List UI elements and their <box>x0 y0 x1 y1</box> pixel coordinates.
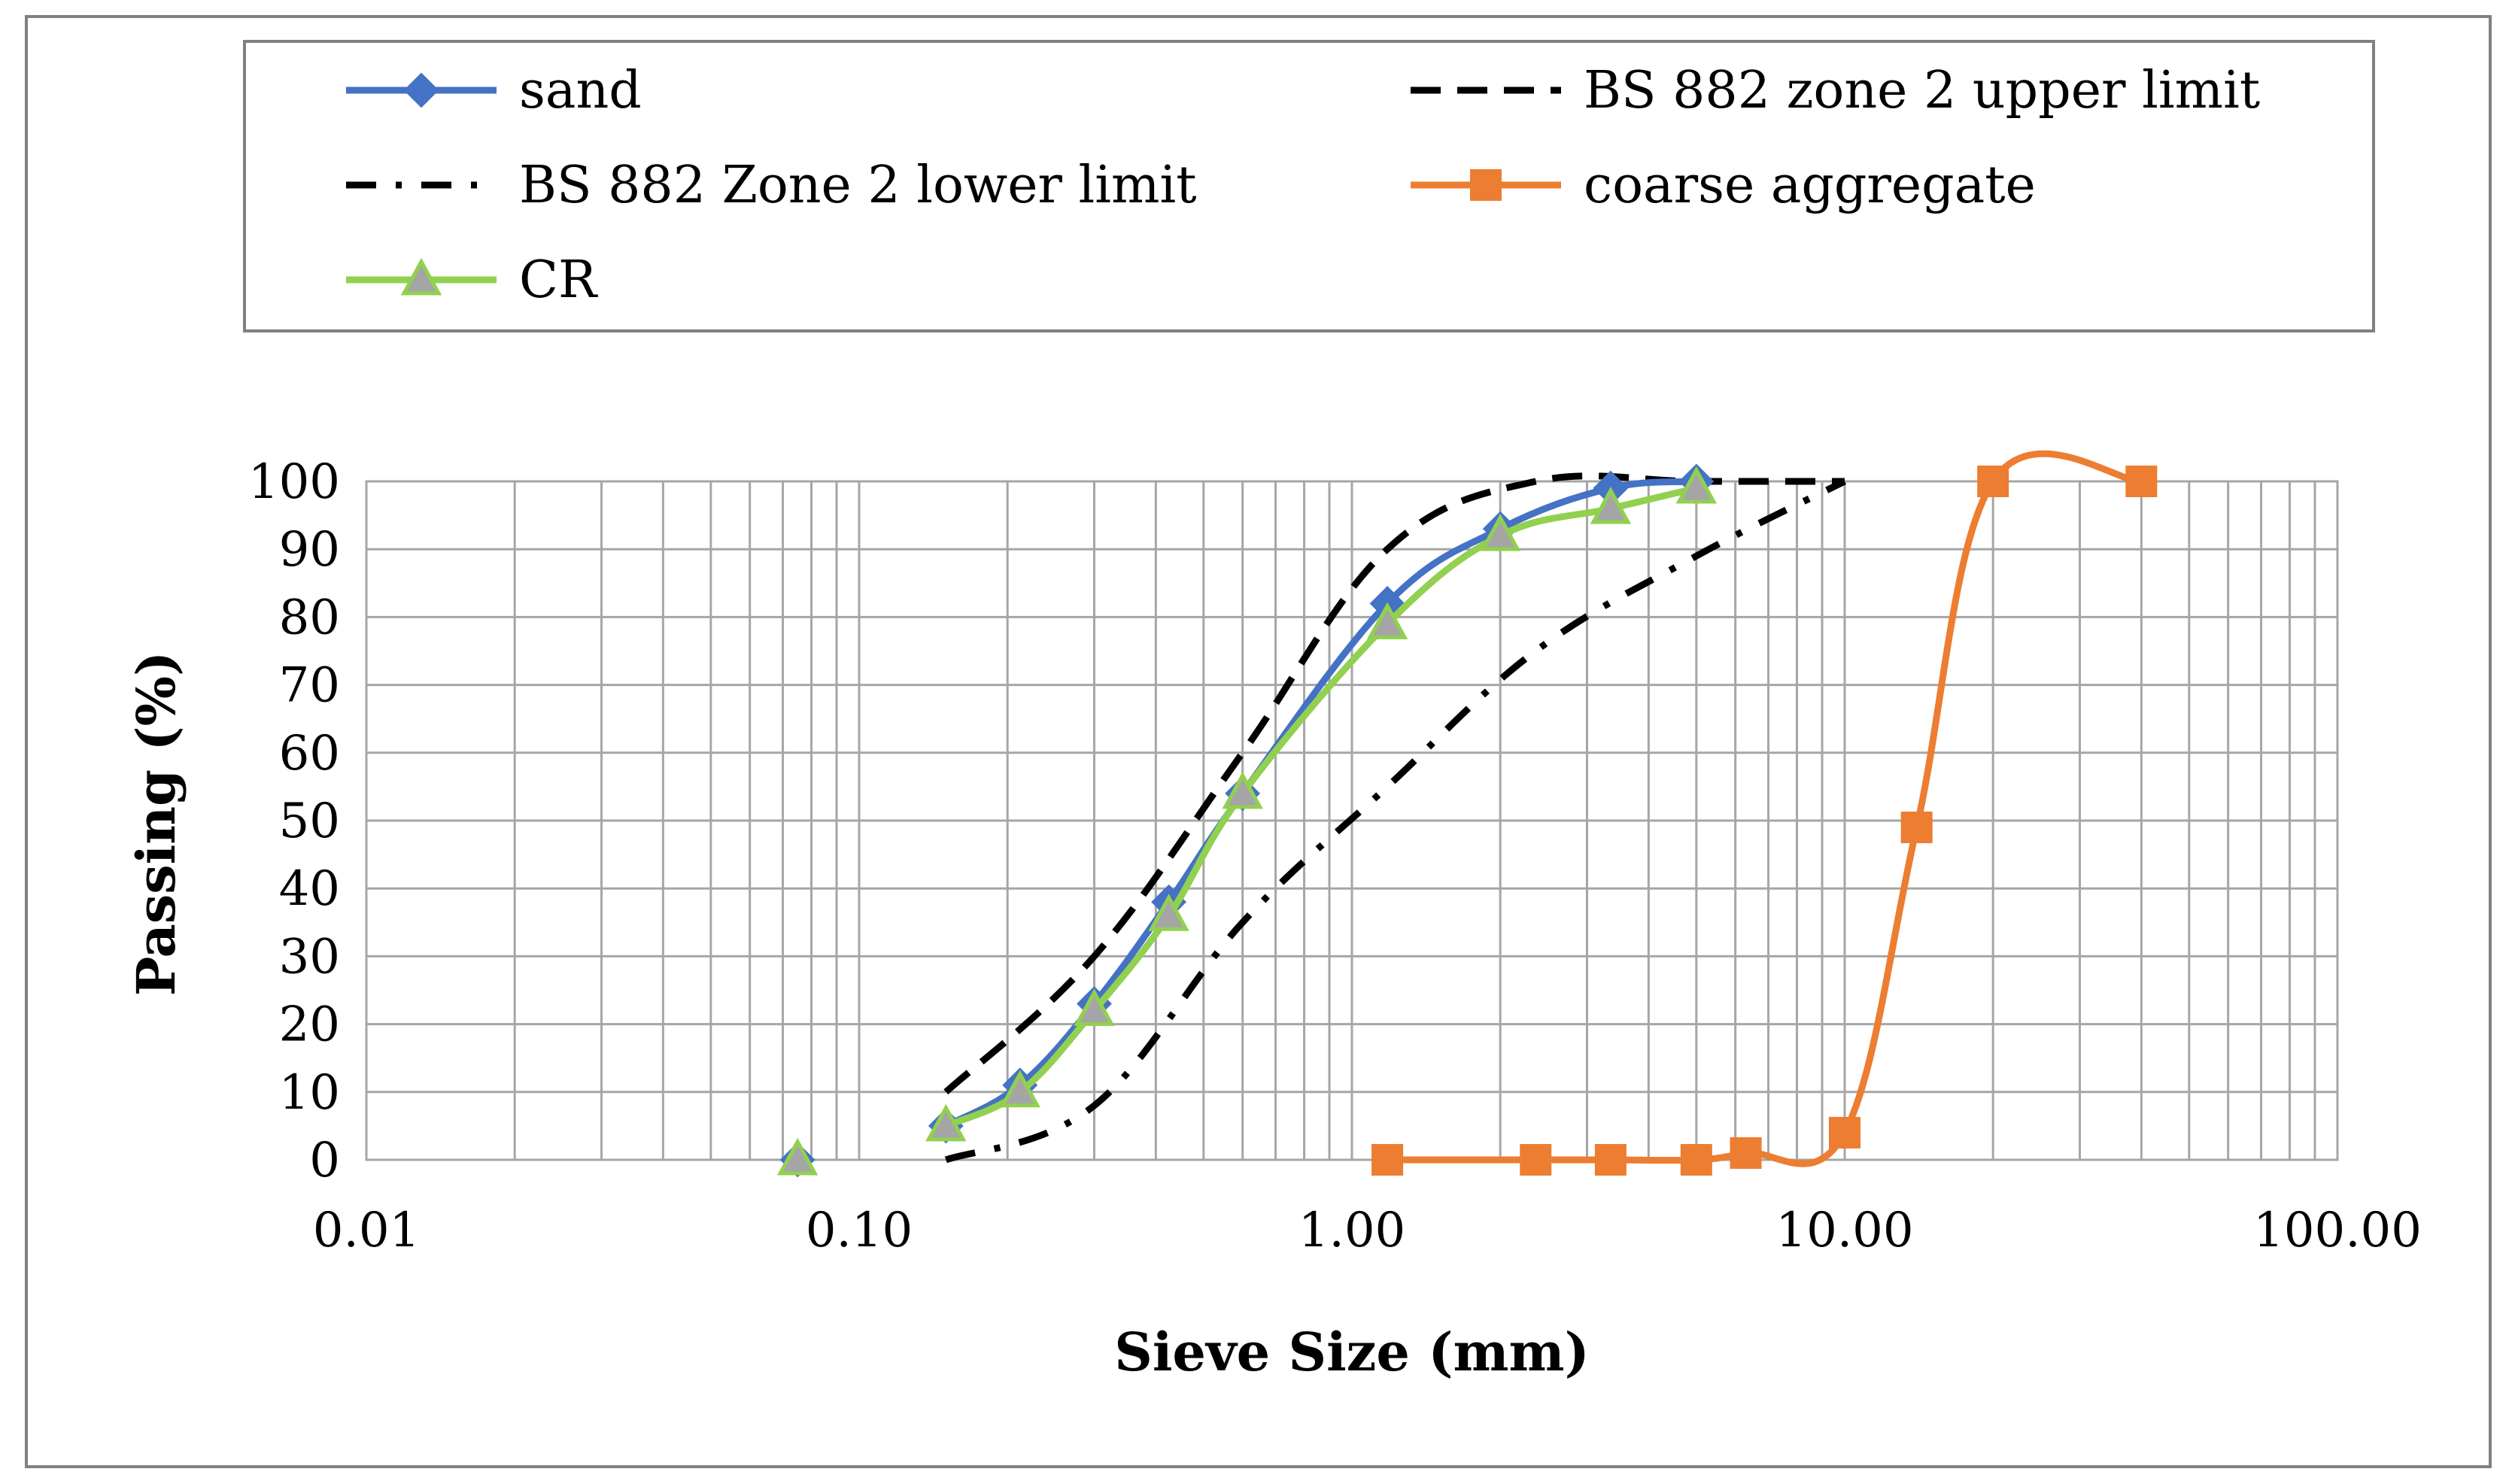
x-tick-label: 1.00 <box>1299 1203 1406 1258</box>
y-tick-label: 80 <box>279 590 340 645</box>
y-tick-label: 90 <box>279 522 340 578</box>
data-point <box>925 1103 967 1142</box>
series-bs-882-zone-2-lower-limit <box>944 478 1847 1164</box>
x-tick-label: 100.00 <box>2253 1203 2422 1258</box>
data-point <box>1479 513 1521 551</box>
legend-marker <box>1470 169 1502 201</box>
x-axis-title: Sieve Size (mm) <box>1114 1321 1589 1383</box>
y-tick-label: 40 <box>279 861 340 917</box>
data-point <box>999 1070 1040 1108</box>
data-point <box>1520 1144 1552 1176</box>
data-point <box>1222 771 1263 809</box>
x-tick-label: 10.00 <box>1775 1203 1913 1258</box>
data-point <box>1900 812 1933 844</box>
data-point <box>1371 1144 1404 1176</box>
data-point <box>1148 894 1189 931</box>
legend-entry: CR <box>346 250 598 310</box>
data-point <box>1977 466 2009 497</box>
series-cr <box>776 466 1718 1176</box>
series-coarse-aggregate <box>1371 450 2158 1176</box>
grid <box>365 480 2339 1161</box>
data-point <box>1594 1144 1627 1176</box>
legend-entry: sand <box>346 61 642 120</box>
legend-label: BS 882 zone 2 upper limit <box>1584 61 2260 120</box>
y-tick-label: 20 <box>279 997 340 1053</box>
y-axis-title: Passing (%) <box>125 651 187 997</box>
series-line <box>944 484 1697 1130</box>
legend-label: coarse aggregate <box>1584 156 2036 215</box>
y-tick-label: 10 <box>279 1065 340 1121</box>
y-tick-label: 70 <box>279 658 340 714</box>
legend-marker <box>403 72 439 108</box>
x-tick-label: 0.10 <box>806 1203 913 1258</box>
legend-entry: BS 882 zone 2 upper limit <box>1411 61 2260 120</box>
legend-label: BS 882 Zone 2 lower limit <box>519 156 1197 215</box>
legend-entry: BS 882 Zone 2 lower limit <box>346 156 1197 215</box>
data-point <box>1730 1137 1762 1169</box>
legend-marker <box>400 257 442 296</box>
y-tick-label: 30 <box>279 929 340 985</box>
data-point <box>1590 486 1632 524</box>
y-tick-label: 60 <box>279 726 340 781</box>
series-line <box>944 478 1847 1164</box>
legend-label: CR <box>519 250 598 310</box>
series-bs-882-zone-2-upper-limit <box>943 472 1845 1095</box>
axes: 0 10 20 30 40 50 60 70 80 90 100 0.01 0.10 1.00 10.00 1… <box>248 454 2422 1258</box>
data-point <box>2125 466 2158 497</box>
legend-entry: coarse aggregate <box>1411 156 2036 215</box>
data-point <box>776 1137 819 1176</box>
plot-border <box>365 480 2339 1161</box>
y-tick-label: 100 <box>248 454 340 510</box>
data-point <box>1366 602 1408 639</box>
data-point <box>1074 988 1115 1027</box>
legend-box <box>243 40 2375 332</box>
legend-label: sand <box>519 61 642 120</box>
series-layer <box>776 450 2158 1178</box>
data-point <box>1829 1116 1860 1149</box>
legend: sand BS 882 zone 2 upper limit BS 882 Zone… <box>346 61 2260 310</box>
series-line <box>943 472 1845 1095</box>
data-point <box>1675 466 1718 504</box>
y-tick-label: 0 <box>309 1133 340 1188</box>
x-tick-label: 0.01 <box>313 1203 421 1258</box>
y-tick-label: 50 <box>279 794 340 849</box>
data-point <box>1680 1144 1712 1176</box>
